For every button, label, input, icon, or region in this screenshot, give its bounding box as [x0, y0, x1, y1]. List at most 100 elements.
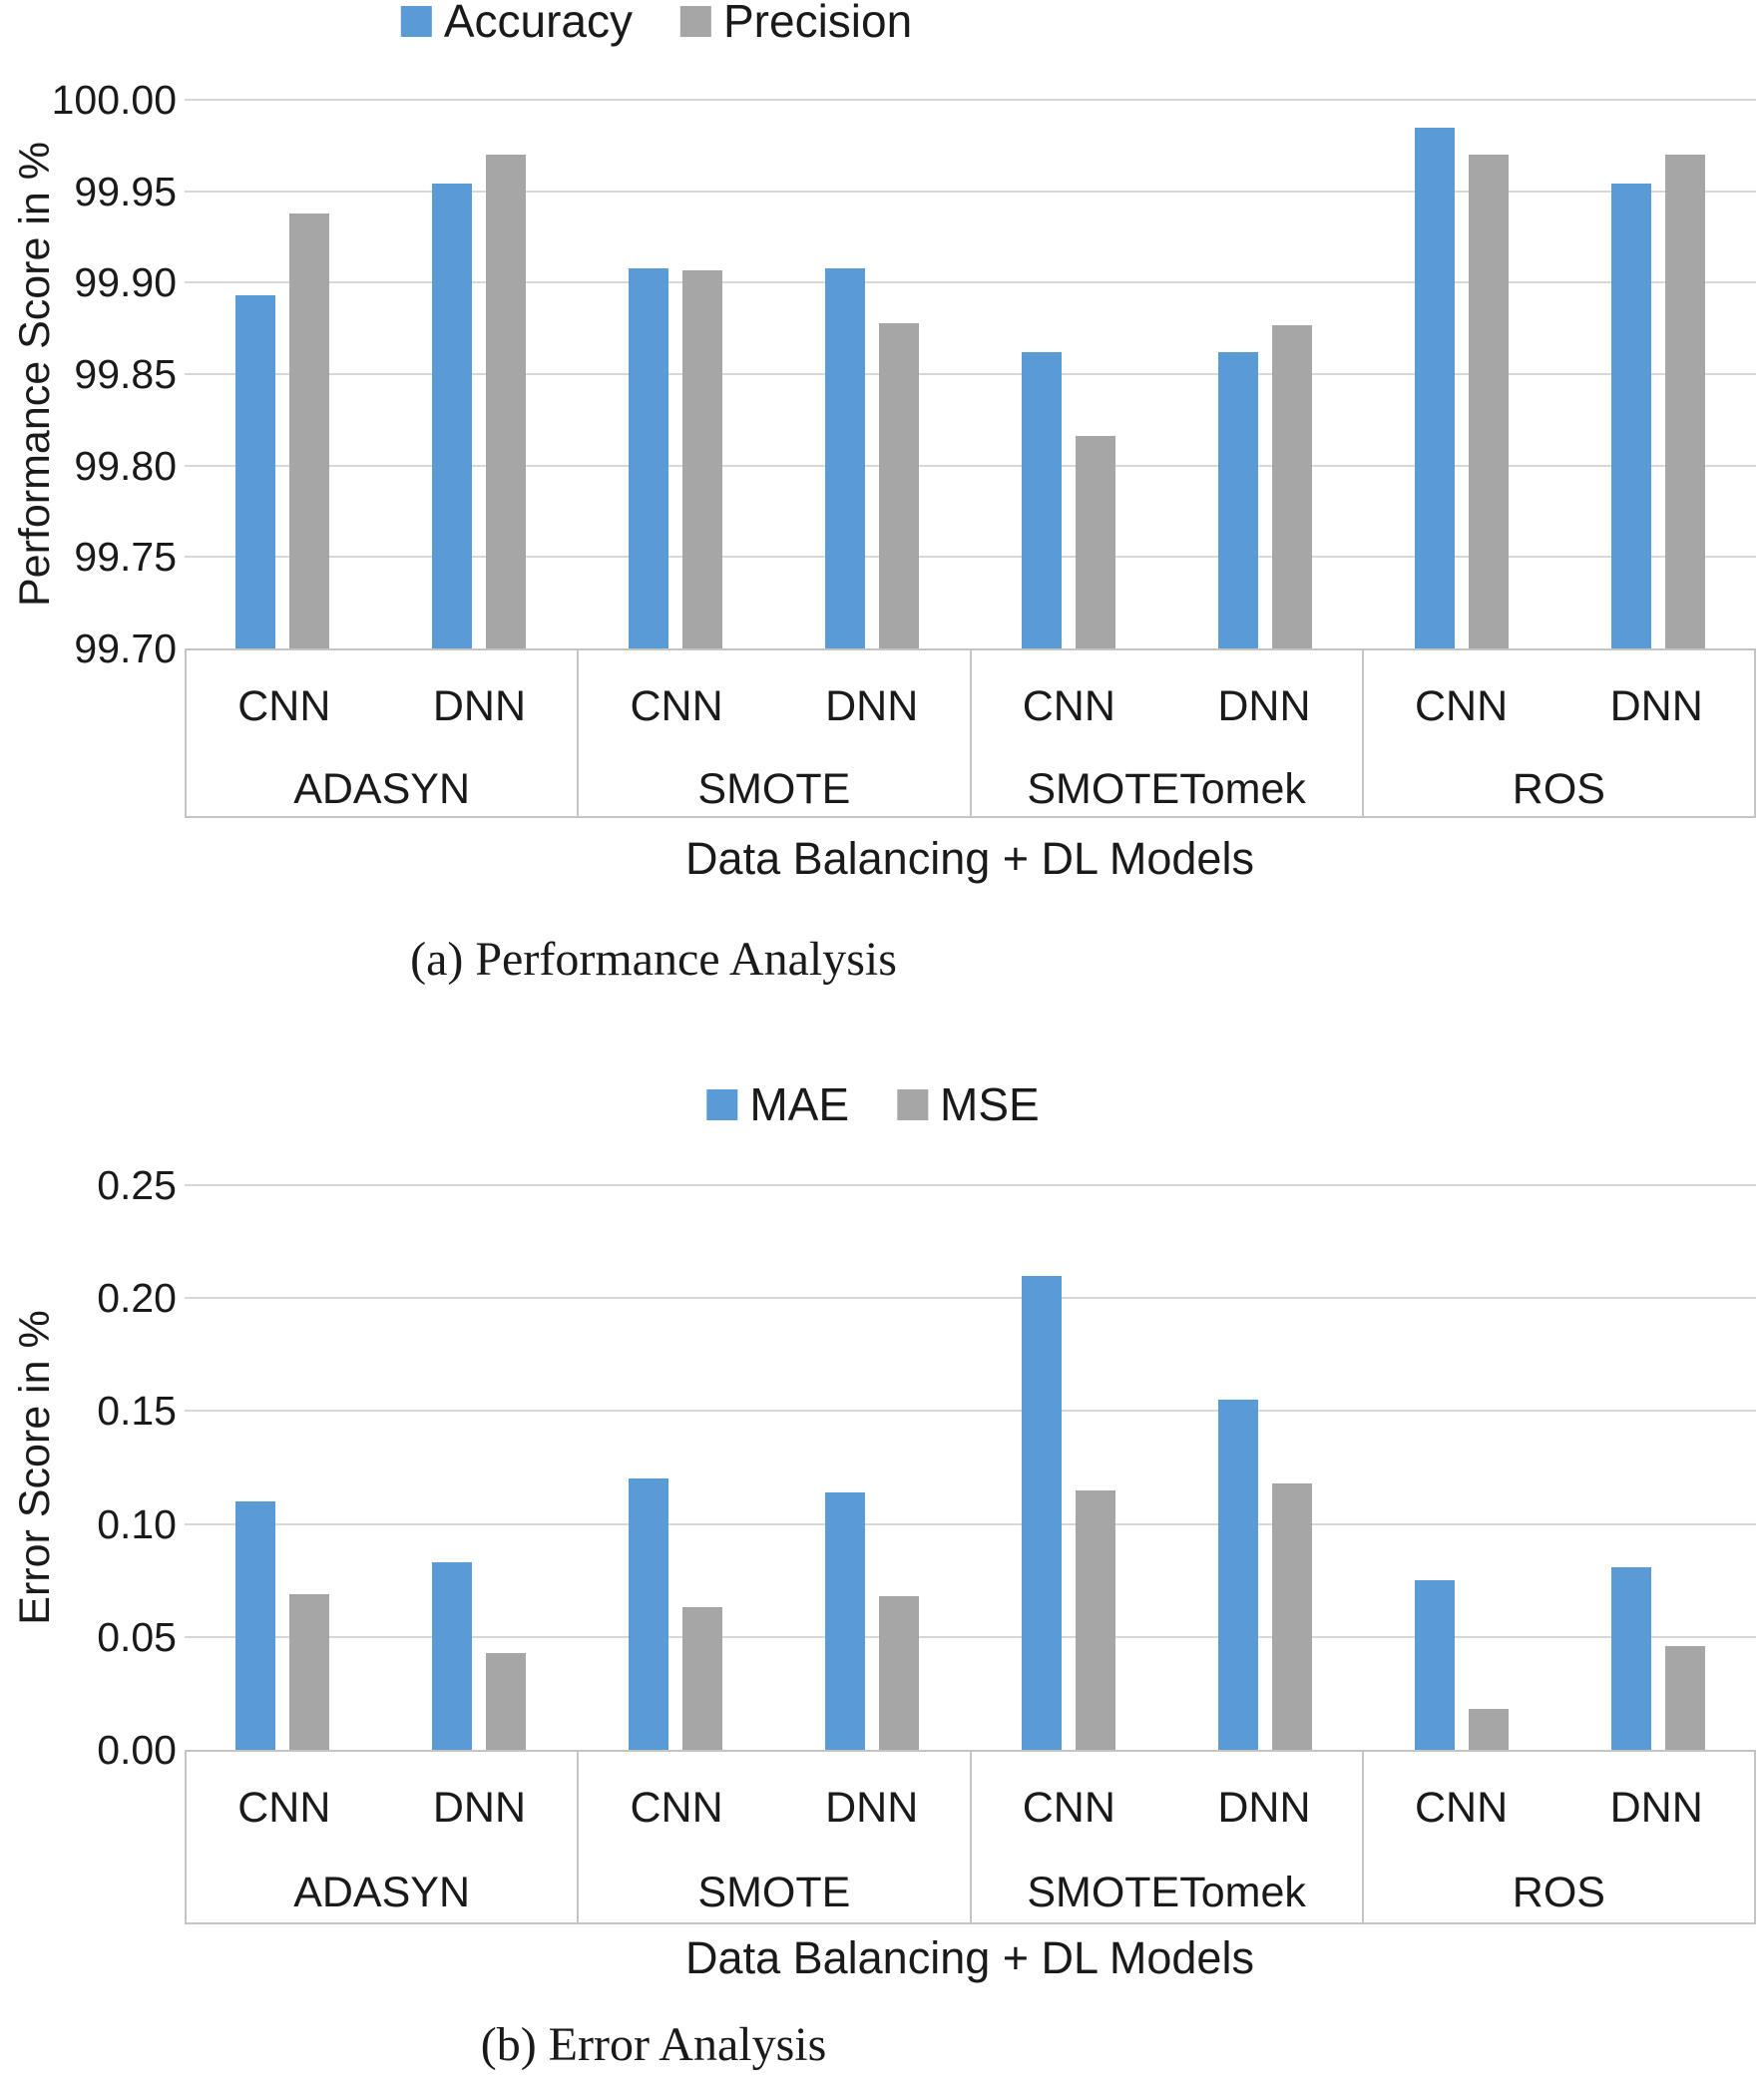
bar-mae-ros-cnn: [1414, 1580, 1455, 1750]
bar-mse-ros-cnn: [1468, 1709, 1509, 1750]
legend-label-mae: MAE: [749, 1078, 849, 1130]
group-cell-smotetomek: CNN DNN SMOTETomek: [972, 1752, 1364, 1922]
mae-swatch-icon: [706, 1088, 738, 1120]
gridline: [185, 99, 1756, 101]
group-cell-ros: CNN DNN ROS: [1364, 650, 1754, 816]
bar-mae-adasyn-cnn: [235, 1500, 276, 1750]
precision-swatch-icon: [679, 5, 711, 37]
model-row: CNN DNN: [972, 650, 1362, 762]
y-tick-label: 0.15: [97, 1388, 177, 1435]
group-label-smote: SMOTE: [697, 764, 851, 813]
bar-accuracy-smotetomek-cnn: [1021, 352, 1062, 648]
legend-b: MAE MSE: [706, 1081, 1040, 1127]
legend-label-mse: MSE: [940, 1078, 1040, 1130]
model-label-smote-dnn: DNN: [825, 1783, 919, 1832]
bar-precision-smotetomek-dnn: [1271, 324, 1312, 648]
group-cell-smote: CNN DNN SMOTE: [579, 1752, 972, 1922]
group-label-ros: ROS: [1512, 764, 1605, 813]
bar-precision-ros-dnn: [1664, 155, 1705, 648]
y-tick-label: 0.10: [97, 1500, 177, 1547]
x-axis-title-b: Data Balancing + DL Models: [685, 1932, 1254, 1983]
bar-mse-adasyn-cnn: [289, 1593, 330, 1750]
gridline: [185, 1297, 1756, 1300]
model-label-adasyn-dnn: DNN: [432, 1783, 527, 1832]
model-label-smote-dnn: DNN: [825, 681, 919, 730]
bar-accuracy-ros-cnn: [1414, 127, 1455, 648]
x-axis-title-a: Data Balancing + DL Models: [685, 833, 1254, 884]
model-label-ros-dnn: DNN: [1609, 681, 1703, 730]
model-label-adasyn-cnn: CNN: [237, 1783, 331, 1832]
y-tick-label: 99.85: [74, 351, 177, 397]
group-cell-adasyn: CNN DNN ADASYN: [187, 1752, 580, 1922]
bar-mse-adasyn-dnn: [486, 1652, 527, 1750]
gridline: [185, 281, 1756, 284]
legend-item-mse: MSE: [897, 1081, 1040, 1127]
model-label-smotetomek-dnn: DNN: [1217, 1783, 1311, 1832]
model-label-smote-cnn: CNN: [630, 1783, 723, 1832]
model-label-ros-cnn: CNN: [1414, 1783, 1509, 1832]
model-label-smote-cnn: CNN: [630, 681, 723, 730]
group-label-smotetomek: SMOTETomek: [1027, 1869, 1306, 1916]
group-cell-smotetomek: CNN DNN SMOTETomek: [972, 650, 1364, 816]
bar-accuracy-smote-dnn: [825, 267, 866, 648]
model-label-smotetomek-cnn: CNN: [1022, 1783, 1115, 1832]
caption-b: (b) Error Analysis: [480, 2018, 827, 2071]
model-row: CNN DNN: [579, 650, 969, 762]
group-label-adasyn: ADASYN: [293, 764, 471, 813]
bar-accuracy-smotetomek-dnn: [1217, 352, 1258, 648]
group-cell-adasyn: CNN DNN ADASYN: [187, 650, 580, 816]
model-label-smotetomek-cnn: CNN: [1022, 681, 1115, 730]
bar-precision-adasyn-cnn: [289, 212, 330, 648]
x-axis-box: CNN DNN ADASYN CNN DNN SMOTE CNN DNN SMOTETomek C…: [185, 648, 1756, 818]
y-tick-label: 0.25: [97, 1162, 177, 1208]
group-label-smote: SMOTE: [697, 1869, 851, 1916]
legend-label-precision: Precision: [722, 0, 913, 47]
y-tick-label: 99.80: [74, 442, 177, 489]
gridline: [185, 556, 1756, 559]
group-cell-ros: CNN DNN ROS: [1364, 1752, 1754, 1922]
bar-precision-smote-cnn: [682, 269, 723, 648]
model-row: CNN DNN: [187, 1752, 577, 1864]
bar-mae-ros-dnn: [1610, 1566, 1651, 1750]
model-label-adasyn-dnn: DNN: [432, 681, 527, 730]
y-tick-label: 99.90: [74, 259, 177, 306]
gridline: [185, 1410, 1756, 1413]
accuracy-swatch-icon: [400, 5, 432, 37]
bar-mae-smotetomek-cnn: [1021, 1275, 1062, 1750]
y-tick-label: 99.95: [74, 168, 177, 214]
y-tick-label: 0.00: [97, 1727, 177, 1773]
bar-accuracy-smote-cnn: [629, 267, 669, 648]
bar-accuracy-adasyn-cnn: [235, 295, 276, 648]
gridline: [185, 464, 1756, 467]
bar-mae-smote-cnn: [629, 1478, 669, 1750]
group-label-smotetomek: SMOTETomek: [1027, 764, 1306, 813]
model-label-smotetomek-dnn: DNN: [1217, 681, 1311, 730]
model-row: CNN DNN: [579, 1752, 969, 1864]
caption-a: (a) Performance Analysis: [410, 933, 897, 986]
y-tick-label: 0.20: [97, 1275, 177, 1322]
bar-mse-smote-cnn: [682, 1607, 723, 1750]
group-label-ros: ROS: [1512, 1869, 1605, 1916]
bar-precision-smotetomek-cnn: [1075, 436, 1115, 648]
group-label-adasyn: ADASYN: [293, 1869, 471, 1916]
y-tick-label: 99.75: [74, 534, 177, 581]
legend-item-mae: MAE: [706, 1081, 849, 1127]
model-label-adasyn-cnn: CNN: [237, 681, 331, 730]
gridline: [185, 1635, 1756, 1638]
gridline: [185, 373, 1756, 375]
legend-item-accuracy: Accuracy: [400, 0, 633, 44]
model-label-ros-dnn: DNN: [1609, 1783, 1703, 1832]
y-tick-label: 100.00: [51, 77, 177, 123]
bar-mae-smote-dnn: [825, 1491, 866, 1750]
y-axis-title-b: Error Score in %: [11, 1310, 59, 1625]
bar-accuracy-ros-dnn: [1610, 184, 1651, 648]
model-row: CNN DNN: [972, 1752, 1362, 1864]
bar-accuracy-adasyn-dnn: [432, 184, 473, 648]
gridline: [185, 1184, 1756, 1186]
group-cell-smote: CNN DNN SMOTE: [579, 650, 972, 816]
y-tick-label: 0.05: [97, 1613, 177, 1660]
bar-mae-adasyn-dnn: [432, 1562, 473, 1750]
bar-mse-ros-dnn: [1664, 1645, 1705, 1750]
bar-precision-smote-dnn: [879, 322, 920, 648]
